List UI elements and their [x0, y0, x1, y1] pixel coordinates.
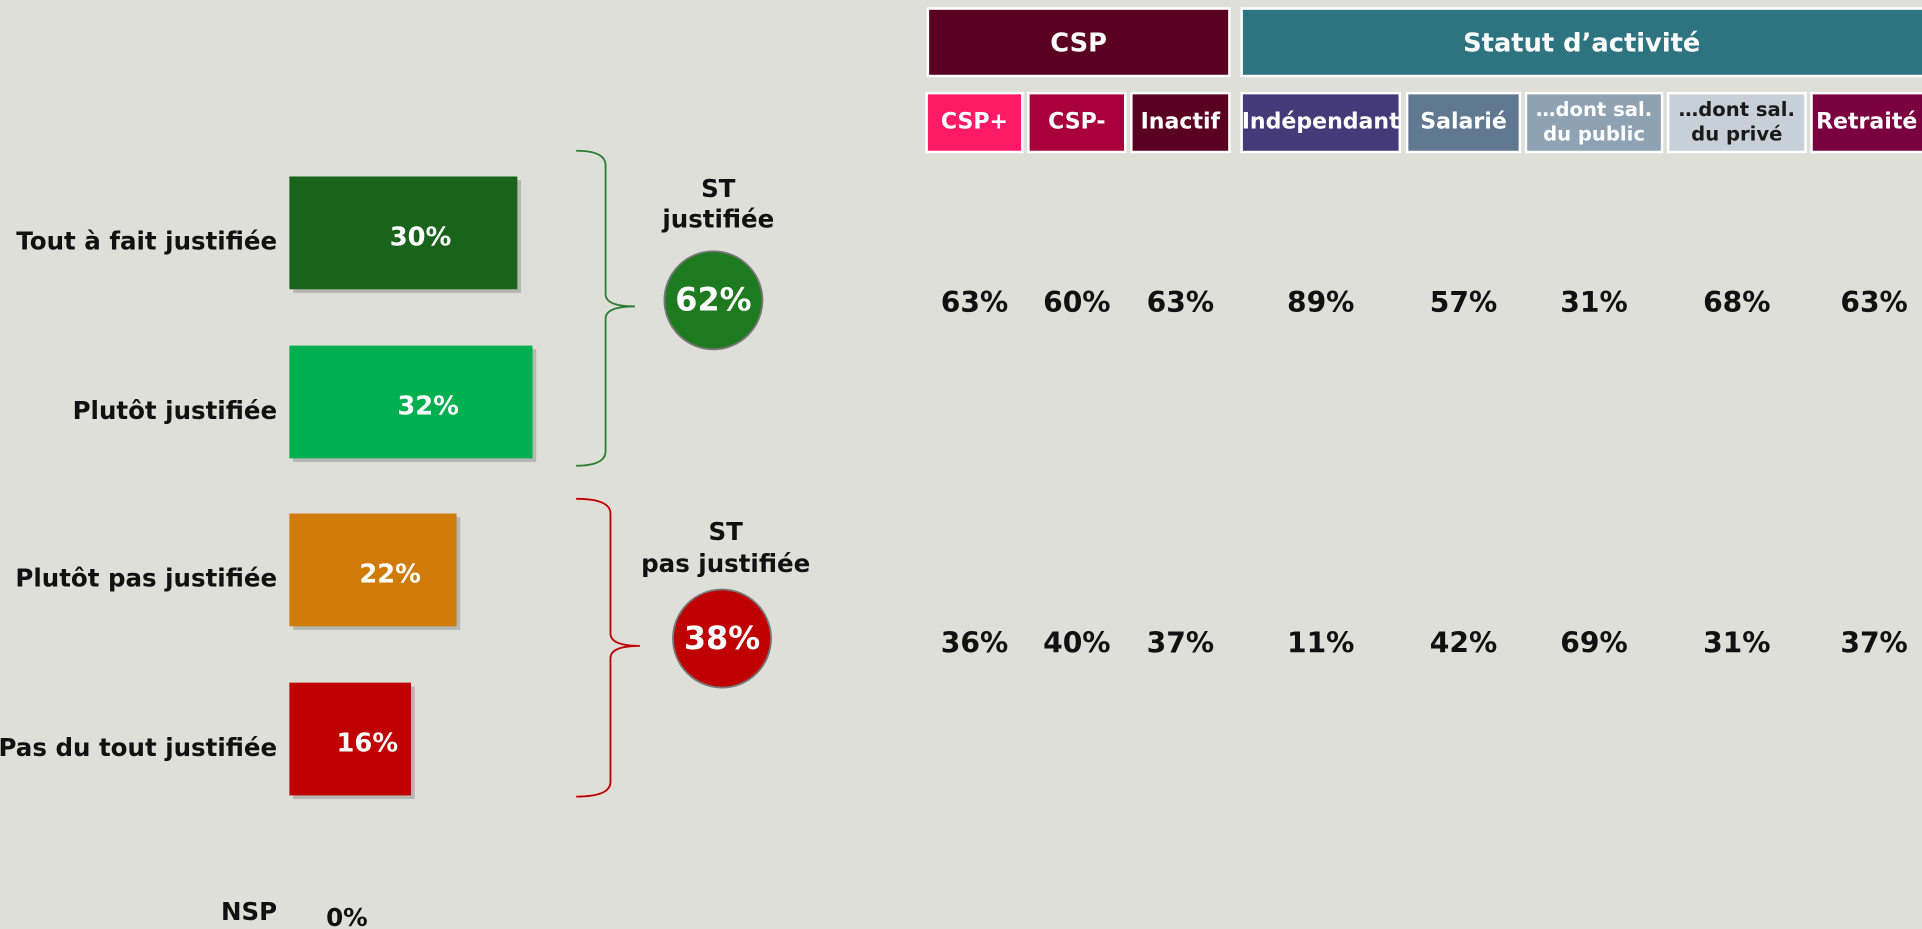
bar — [289, 513, 457, 627]
table-cell: 69% — [1560, 627, 1627, 660]
table-cell: 37% — [1147, 627, 1214, 660]
subtotal-label: justifiée — [661, 205, 774, 234]
table-cell: 60% — [1043, 286, 1110, 319]
bar — [289, 345, 533, 459]
column-header-label: Indépendant — [1242, 110, 1400, 135]
table-cell: 57% — [1430, 286, 1497, 319]
column-header-label: Salarié — [1420, 110, 1507, 135]
subtotal-value: 38% — [684, 619, 760, 657]
bar — [289, 176, 518, 290]
value-label: 16% — [337, 728, 399, 758]
column-header-label: du public — [1543, 122, 1645, 145]
group-header-label: CSP — [1050, 29, 1107, 59]
table-cell: 63% — [1840, 286, 1907, 319]
column-header-label: CSP- — [1048, 110, 1105, 135]
column-header — [1130, 91, 1231, 154]
column-header-label: du privé — [1691, 122, 1782, 145]
column-header-label: …dont sal. — [1536, 98, 1652, 121]
column-header-label: …dont sal. — [1679, 98, 1795, 121]
brace — [576, 497, 640, 798]
column-header — [1810, 91, 1922, 154]
category-label: Pas du tout justifiée — [0, 733, 277, 762]
nsp-label: NSP — [221, 897, 277, 926]
group-header-label: Statut d’activité — [1463, 29, 1700, 59]
table-cell: 31% — [1703, 627, 1770, 660]
subtotal-label: ST — [709, 517, 744, 546]
column-header — [1666, 91, 1807, 154]
subtotal-circle — [663, 250, 764, 351]
table-cell: 37% — [1840, 627, 1907, 660]
table-cell: 36% — [941, 627, 1008, 660]
value-label: 30% — [390, 222, 452, 252]
subtotal-label: pas justifiée — [641, 549, 810, 578]
column-header-label: Retraité — [1816, 110, 1917, 135]
subtotal-label: ST — [701, 174, 736, 203]
nsp-value: 0% — [326, 903, 368, 929]
subtotal-value: 62% — [675, 280, 751, 318]
column-header-label: CSP+ — [941, 110, 1008, 135]
table-cell: 11% — [1287, 627, 1354, 660]
table-cell: 63% — [941, 286, 1008, 319]
column-header — [1524, 91, 1664, 154]
value-label: 32% — [397, 391, 459, 421]
category-label: Tout à fait justifiée — [16, 227, 277, 256]
table-cell: 40% — [1043, 627, 1110, 660]
group-header — [1240, 7, 1922, 78]
column-header — [1027, 91, 1127, 154]
column-header-label: Inactif — [1141, 110, 1221, 135]
category-label: Plutôt justifiée — [73, 396, 278, 425]
column-header — [925, 91, 1024, 154]
table-cell: 68% — [1703, 286, 1770, 319]
bar — [289, 682, 411, 796]
category-label: Plutôt pas justifiée — [15, 564, 277, 593]
table-cell: 31% — [1560, 286, 1627, 319]
table-cell: 89% — [1287, 286, 1354, 319]
column-header — [1405, 91, 1522, 154]
subtotal-circle — [672, 588, 772, 689]
group-header — [926, 7, 1231, 78]
value-label: 22% — [359, 559, 421, 589]
table-cell: 63% — [1147, 286, 1214, 319]
table-cell: 42% — [1430, 627, 1497, 660]
column-header — [1240, 91, 1401, 154]
brace — [576, 149, 635, 467]
